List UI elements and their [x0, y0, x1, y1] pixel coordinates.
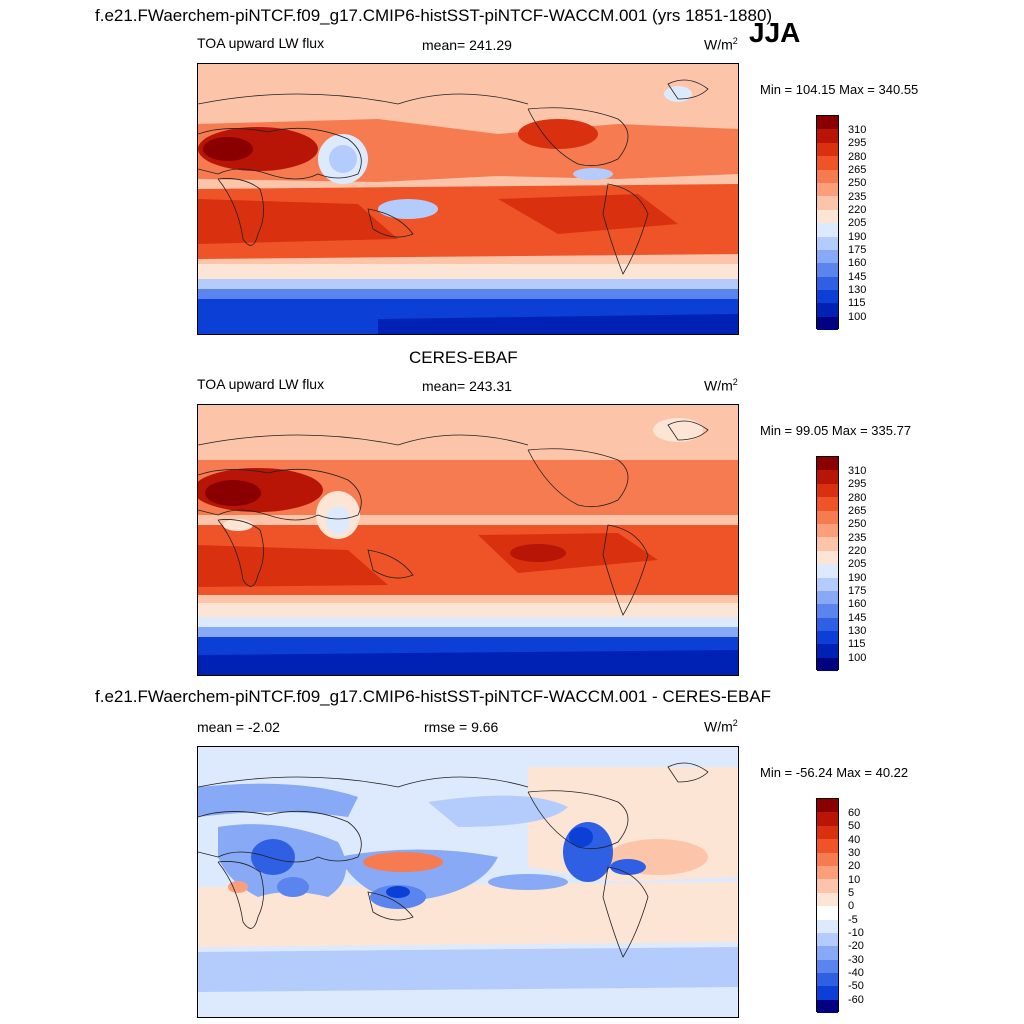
- cbar1-tick: 175: [848, 244, 867, 256]
- cbar2-tick: 145: [848, 612, 867, 624]
- cbar3-tick: 50: [848, 820, 861, 832]
- cbar2-tick: 130: [848, 625, 867, 637]
- cbar1-tick: 250: [848, 177, 867, 189]
- cbar2-tick: 250: [848, 518, 867, 530]
- cbar3-tick: -30: [848, 954, 864, 966]
- cbar3-tick: 60: [848, 807, 861, 819]
- cbar3-tick: 5: [848, 887, 855, 899]
- cbar2-tick: 235: [848, 532, 867, 544]
- cbar1-tick: 160: [848, 257, 867, 269]
- panel3-units: W/m2: [704, 718, 738, 735]
- cbar1-tick: 145: [848, 271, 867, 283]
- cbar1-tick: 295: [848, 137, 867, 149]
- cbar1-tick: 130: [848, 284, 867, 296]
- panel2-variable-label: TOA upward LW flux: [197, 376, 325, 392]
- cbar2-tick: 100: [848, 652, 867, 664]
- cbar3-tick: 30: [848, 847, 861, 859]
- panel1-colorbar: [816, 115, 839, 331]
- panel1-mean-label: mean= 241.29: [422, 37, 512, 53]
- cbar1-tick: 220: [848, 204, 867, 216]
- panel2-colorbar: [816, 456, 839, 672]
- cbar1-tick: 205: [848, 217, 867, 229]
- panel3-map: [197, 746, 739, 1018]
- cbar3-tick: -5: [848, 914, 858, 926]
- panel2-mean-label: mean= 243.31: [422, 378, 512, 394]
- cbar3-tick: -40: [848, 967, 864, 979]
- cbar1-tick: 100: [848, 311, 867, 323]
- panel3-minmax: Min = -56.24 Max = 40.22: [760, 765, 909, 780]
- panel1-title: f.e21.FWaerchem-piNTCF.f09_g17.CMIP6-his…: [95, 6, 773, 25]
- season-label: JJA: [749, 17, 801, 48]
- panel2-map-svg: [198, 405, 738, 675]
- cbar1-tick: 235: [848, 191, 867, 203]
- cbar2-tick: 205: [848, 558, 867, 570]
- panel1-units: W/m2: [704, 36, 738, 53]
- panel2-title: CERES-EBAF: [409, 348, 518, 367]
- cbar2-tick: 295: [848, 478, 867, 490]
- cbar1-tick: 190: [848, 231, 867, 243]
- cbar3-tick: -60: [848, 994, 864, 1006]
- cbar2-tick: 160: [848, 598, 867, 610]
- cbar2-tick: 175: [848, 585, 867, 597]
- panel3-mean-label: mean = -2.02: [197, 719, 280, 735]
- cbar3-tick: 20: [848, 860, 861, 872]
- cbar2-tick: 220: [848, 545, 867, 557]
- panel3-title: f.e21.FWaerchem-piNTCF.f09_g17.CMIP6-his…: [95, 687, 772, 706]
- cbar3-tick: -20: [848, 940, 864, 952]
- panel3-colorbar: [816, 798, 839, 1014]
- cbar3-tick: 0: [848, 900, 855, 912]
- cbar1-tick: 280: [848, 151, 867, 163]
- cbar2-tick: 190: [848, 572, 867, 584]
- panel1-map: [197, 63, 739, 335]
- cbar3-tick: 10: [848, 874, 861, 886]
- panel1-minmax: Min = 104.15 Max = 340.55: [760, 82, 919, 97]
- cbar1-tick: 115: [848, 297, 866, 309]
- panel1-variable-label: TOA upward LW flux: [197, 35, 325, 51]
- panel2-minmax: Min = 99.05 Max = 335.77: [760, 423, 912, 438]
- cbar3-tick: -50: [848, 980, 864, 992]
- cbar3-tick: -10: [848, 927, 864, 939]
- panel3-map-svg: [198, 747, 738, 1017]
- panel3-rmse-label: rmse = 9.66: [424, 719, 499, 735]
- cbar1-tick: 310: [848, 124, 867, 136]
- panel2-units: W/m2: [704, 377, 738, 394]
- cbar3-tick: 40: [848, 834, 861, 846]
- cbar2-tick: 265: [848, 505, 867, 517]
- cbar2-tick: 310: [848, 465, 867, 477]
- cbar2-tick: 280: [848, 492, 867, 504]
- panel2-map: [197, 404, 739, 676]
- panel1-map-svg: [198, 64, 738, 334]
- cbar2-tick: 115: [848, 638, 866, 650]
- cbar1-tick: 265: [848, 164, 867, 176]
